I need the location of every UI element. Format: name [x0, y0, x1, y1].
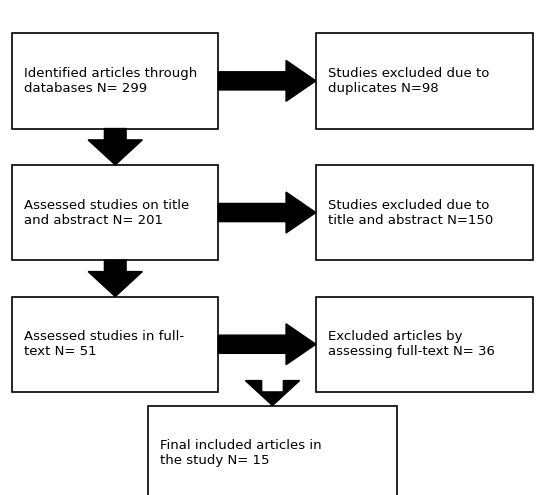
Text: Studies excluded due to
duplicates N=98: Studies excluded due to duplicates N=98 [328, 67, 489, 95]
FancyBboxPatch shape [12, 33, 219, 129]
Text: Excluded articles by
assessing full-text N= 36: Excluded articles by assessing full-text… [328, 330, 495, 358]
Polygon shape [219, 192, 316, 233]
Polygon shape [219, 324, 316, 365]
Polygon shape [245, 381, 300, 405]
Polygon shape [88, 129, 142, 165]
Text: Assessed studies in full-
text N= 51: Assessed studies in full- text N= 51 [24, 330, 184, 358]
FancyBboxPatch shape [316, 33, 533, 129]
Polygon shape [88, 260, 142, 297]
FancyBboxPatch shape [12, 165, 219, 260]
FancyBboxPatch shape [12, 297, 219, 392]
Text: Assessed studies on title
and abstract N= 201: Assessed studies on title and abstract N… [24, 198, 190, 227]
FancyBboxPatch shape [148, 405, 397, 495]
Text: Final included articles in
the study N= 15: Final included articles in the study N= … [160, 439, 322, 467]
Polygon shape [219, 60, 316, 101]
Text: Studies excluded due to
title and abstract N=150: Studies excluded due to title and abstra… [328, 198, 493, 227]
FancyBboxPatch shape [316, 297, 533, 392]
FancyBboxPatch shape [316, 165, 533, 260]
Text: Identified articles through
databases N= 299: Identified articles through databases N=… [24, 67, 197, 95]
